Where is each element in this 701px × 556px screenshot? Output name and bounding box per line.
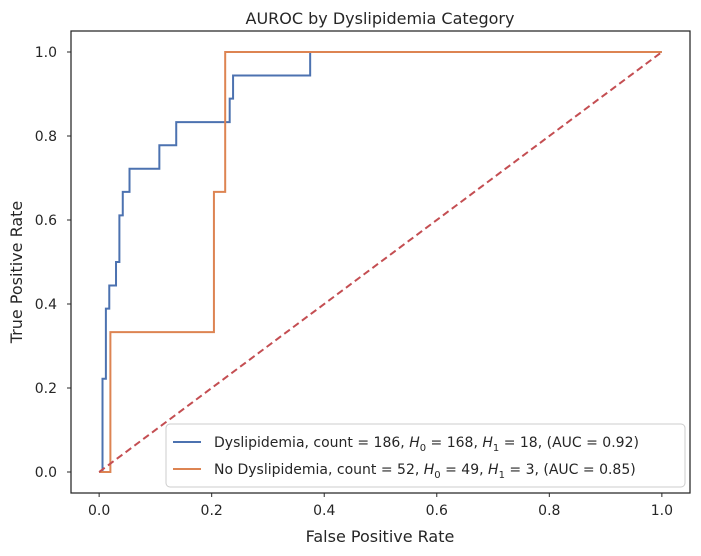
legend-label-no-dyslipidemia: No Dyslipidemia, count = 52, H0 = 49, H1… (214, 462, 636, 481)
y-tick-label: 0.6 (35, 213, 57, 229)
legend-h0-symbol: H (409, 435, 420, 451)
legend-h1-subscript: 1 (499, 470, 505, 481)
y-tick-label: 0.0 (35, 465, 57, 481)
x-axis: 0.0 0.2 0.4 0.6 0.8 1.0 (88, 493, 673, 519)
legend-box (165, 423, 686, 488)
x-tick-label: 0.6 (426, 503, 448, 519)
x-tick-label: 0.0 (88, 503, 110, 519)
legend-label-dyslipidemia: Dyslipidemia, count = 186, H0 = 168, H1 … (214, 435, 639, 454)
legend-h0-subscript: 0 (434, 470, 440, 481)
x-axis-label: False Positive Rate (306, 527, 455, 546)
legend-h1-subscript: 1 (493, 443, 499, 454)
x-tick-label: 0.2 (201, 503, 223, 519)
y-tick-label: 0.8 (35, 129, 57, 145)
legend-h1-value: = 3, (AUC = 0.85) (505, 462, 636, 478)
y-tick-label: 1.0 (35, 45, 57, 61)
x-tick-label: 1.0 (651, 503, 673, 519)
y-axis-label: True Positive Rate (7, 201, 26, 345)
plot-lines (98, 51, 663, 473)
legend: Dyslipidemia, count = 186, H0 = 168, H1 … (165, 423, 686, 488)
legend-h1-symbol: H (488, 462, 499, 478)
x-tick-label: 0.4 (313, 503, 335, 519)
legend-h1-symbol: H (482, 435, 493, 451)
y-tick-label: 0.2 (35, 381, 57, 397)
legend-h0-value: = 49, (441, 462, 488, 478)
legend-prefix: Dyslipidemia, count = 186, (214, 435, 409, 451)
legend-h1-value: = 18, (AUC = 0.92) (499, 435, 639, 451)
x-tick-label: 0.8 (538, 503, 560, 519)
roc-line-no-dyslipidemia (99, 51, 662, 473)
chance-diagonal-line (98, 51, 663, 473)
legend-h0-symbol: H (424, 462, 435, 478)
legend-prefix: No Dyslipidemia, count = 52, (214, 462, 424, 478)
legend-h0-subscript: 0 (420, 443, 426, 454)
y-axis: 0.0 0.2 0.4 0.6 0.8 1.0 (35, 45, 71, 481)
y-tick-label: 0.4 (35, 297, 57, 313)
roc-line-dyslipidemia (99, 51, 662, 473)
chart-title: AUROC by Dyslipidemia Category (246, 9, 515, 28)
legend-h0-value: = 168, (426, 435, 482, 451)
